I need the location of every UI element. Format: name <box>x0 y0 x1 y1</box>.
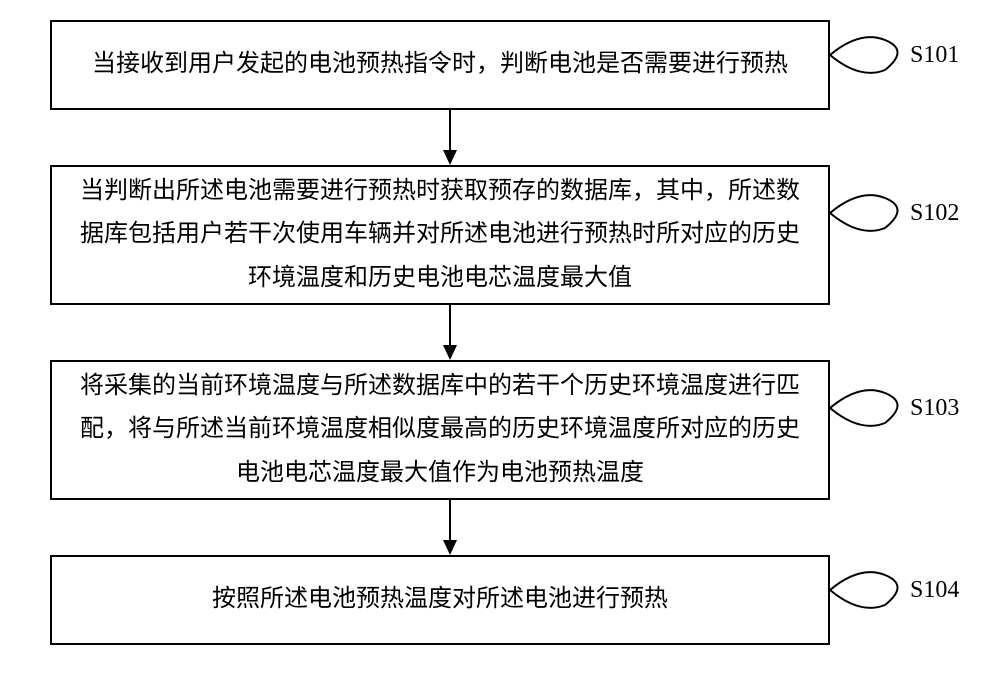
step-text: 当接收到用户发起的电池预热指令时，判断电池是否需要进行预热 <box>92 43 788 86</box>
arrow-connector <box>440 305 460 360</box>
flowchart-canvas: 当接收到用户发起的电池预热指令时，判断电池是否需要进行预热 S101 当判断出所… <box>0 0 1000 681</box>
step-text: 将采集的当前环境温度与所述数据库中的若干个历史环境温度进行匹配，将与所述当前环境… <box>72 365 808 495</box>
label-connector-curve <box>830 383 910 433</box>
step-box-s103: 将采集的当前环境温度与所述数据库中的若干个历史环境温度进行匹配，将与所述当前环境… <box>50 360 830 500</box>
step-text: 当判断出所述电池需要进行预热时获取预存的数据库，其中，所述数据库包括用户若干次使… <box>72 170 808 300</box>
arrow-connector <box>440 110 460 165</box>
label-connector-curve <box>830 565 910 615</box>
label-connector-curve <box>830 30 910 80</box>
step-label-s101: S101 <box>910 42 959 69</box>
step-label-s102: S102 <box>910 200 959 227</box>
step-box-s101: 当接收到用户发起的电池预热指令时，判断电池是否需要进行预热 <box>50 20 830 110</box>
arrow-connector <box>440 500 460 555</box>
label-connector-curve <box>830 188 910 238</box>
step-label-s104: S104 <box>910 577 959 604</box>
step-text: 按照所述电池预热温度对所述电池进行预热 <box>212 578 668 621</box>
step-box-s102: 当判断出所述电池需要进行预热时获取预存的数据库，其中，所述数据库包括用户若干次使… <box>50 165 830 305</box>
step-box-s104: 按照所述电池预热温度对所述电池进行预热 <box>50 555 830 645</box>
step-label-s103: S103 <box>910 395 959 422</box>
